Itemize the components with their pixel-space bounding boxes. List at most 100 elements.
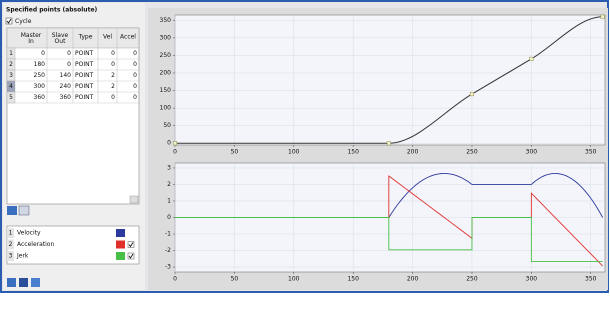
table-cell: 0 <box>41 50 45 57</box>
table-cell: 0 <box>133 94 137 101</box>
legend-name: Velocity <box>17 230 41 237</box>
legend-swatch <box>116 229 125 237</box>
legend-number: 2 <box>9 241 13 248</box>
x-tick-label: 150 <box>347 276 359 283</box>
add-button[interactable] <box>7 206 17 215</box>
x-tick-label: 200 <box>407 276 419 283</box>
legend-row-header <box>7 251 14 261</box>
column-header: Type <box>78 34 93 41</box>
row-number: 5 <box>9 94 13 101</box>
y-tick-label: 3 <box>167 164 171 171</box>
y-tick-label: -3 <box>165 264 171 271</box>
y-tick-label: 250 <box>160 52 172 59</box>
table-cell: 360 <box>34 94 46 101</box>
table-cell: POINT <box>75 94 94 101</box>
table-cell: POINT <box>75 50 94 57</box>
remove-button[interactable] <box>18 205 30 216</box>
table-cell: 0 <box>111 50 115 57</box>
point-marker <box>469 92 475 97</box>
save-button[interactable] <box>19 278 28 287</box>
table-cell: 140 <box>60 72 72 79</box>
table-cell: 0 <box>133 50 137 57</box>
y-tick-label: 50 <box>163 122 171 129</box>
row-number: 2 <box>9 61 13 68</box>
y-tick-label: 2 <box>167 181 171 188</box>
point-marker <box>172 141 178 146</box>
x-tick-label: 50 <box>231 149 239 156</box>
y-tick-label: 0 <box>167 214 171 221</box>
legend-name: Acceleration <box>17 241 54 248</box>
row-number: 3 <box>9 72 13 79</box>
motion-curve <box>175 217 603 262</box>
legend-checkbox[interactable] <box>127 241 135 248</box>
scroll-right[interactable] <box>129 195 139 204</box>
x-tick-label: 250 <box>466 276 478 283</box>
x-tick-label: 150 <box>347 149 359 156</box>
x-tick-label: 100 <box>288 149 300 156</box>
position-curve <box>175 16 603 144</box>
x-tick-label: 0 <box>173 149 177 156</box>
column-header-line: In <box>28 38 34 45</box>
tool-button[interactable] <box>7 278 16 287</box>
y-tick-label: -1 <box>165 231 171 238</box>
y-tick-label: 300 <box>160 34 172 41</box>
y-tick-label: -2 <box>165 247 171 254</box>
x-tick-label: 0 <box>173 276 177 283</box>
table-cell: 300 <box>34 83 46 90</box>
legend-swatch <box>116 240 125 249</box>
table-cell: 180 <box>34 61 46 68</box>
column-header-line: Master <box>21 32 42 39</box>
x-tick-label: 250 <box>466 149 478 156</box>
x-tick-label: 200 <box>407 149 419 156</box>
table-cell: 0 <box>133 72 137 79</box>
table-cell: 0 <box>133 61 137 68</box>
legend-checkbox[interactable] <box>127 252 135 260</box>
point-marker <box>386 141 391 146</box>
legend-row-header <box>7 239 14 250</box>
legend-number: 3 <box>9 253 13 260</box>
table-cell: POINT <box>75 72 94 79</box>
table-cell: 2 <box>111 83 115 90</box>
legend-number: 1 <box>9 230 13 237</box>
y-tick-label: 100 <box>160 105 172 112</box>
table-cell: 0 <box>67 50 71 57</box>
row-number: 1 <box>9 50 13 57</box>
check-mark <box>128 242 134 248</box>
column-header: Vel <box>103 34 112 41</box>
table-cell: POINT <box>75 61 94 68</box>
x-tick-label: 300 <box>526 149 538 156</box>
point-marker <box>529 56 534 61</box>
table-cell: 360 <box>60 94 72 101</box>
cycle-label: Cycle <box>15 18 32 25</box>
x-tick-label: 50 <box>231 276 239 283</box>
table-cell: 240 <box>60 83 72 90</box>
import-button[interactable] <box>31 278 40 287</box>
table-cell: 0 <box>111 94 115 101</box>
table-cell: 0 <box>67 61 71 68</box>
table-cell: 0 <box>111 61 115 68</box>
cycle-checkbox[interactable] <box>5 17 13 25</box>
legend-name: Jerk <box>16 253 29 260</box>
table-cell: 2 <box>111 72 115 79</box>
column-header-line: Slave <box>52 32 69 39</box>
table-cell: 0 <box>133 83 137 90</box>
legend-swatch <box>116 252 125 260</box>
x-tick-label: 300 <box>526 276 538 283</box>
y-tick-label: 200 <box>160 69 172 76</box>
x-tick-label: 350 <box>585 149 597 156</box>
check-mark <box>6 18 12 24</box>
y-tick-label: 1 <box>167 197 171 204</box>
column-header-line: Out <box>55 38 67 45</box>
x-tick-label: 100 <box>288 276 300 283</box>
panel-title: Specified points (absolute) <box>6 7 98 14</box>
table-cell: 250 <box>34 72 46 79</box>
plot-area <box>174 14 606 146</box>
point-marker <box>600 14 605 19</box>
row-number: 4 <box>9 83 13 90</box>
x-tick-label: 350 <box>585 276 597 283</box>
column-header: Slave Out <box>52 32 69 45</box>
y-tick-label: 0 <box>167 140 171 147</box>
legend-row-header <box>7 228 14 238</box>
